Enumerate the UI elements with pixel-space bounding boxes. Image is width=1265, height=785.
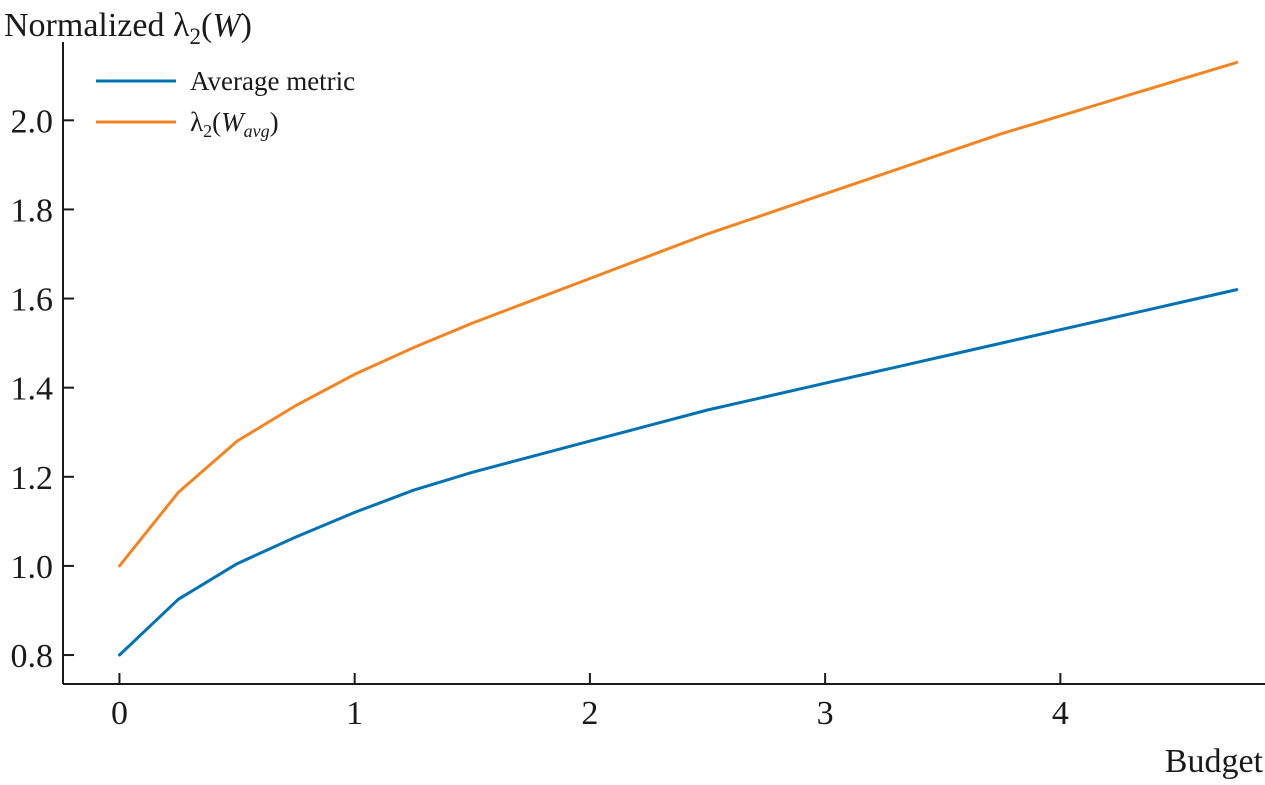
series-group <box>118 60 1239 657</box>
y-tick-label: 1.8 <box>11 192 54 229</box>
y-axis-label-variable: W <box>212 7 243 44</box>
y-tick-label: 1.2 <box>11 460 54 497</box>
y-tick-label: 1.4 <box>11 371 54 408</box>
x-tick-label: 0 <box>111 695 128 732</box>
legend-label-close-paren: ) <box>270 107 279 137</box>
y-axis-label-subscript: 2 <box>190 24 202 49</box>
legend-label-lambda2-wavg: λ2(Wavg) <box>190 107 279 141</box>
series-line-lambda2-wavg <box>118 60 1239 568</box>
y-tick-label: 1.6 <box>11 282 54 319</box>
legend: Average metric λ2(Wavg) <box>96 66 355 141</box>
y-tick-label: 2.0 <box>11 103 54 140</box>
x-tick-label: 4 <box>1052 695 1069 732</box>
legend-label-average-metric: Average metric <box>190 66 355 96</box>
y-axis-label: Normalized λ2(W) <box>4 7 252 49</box>
x-axis-label: Budget <box>1165 743 1264 780</box>
y-tick-label: 0.8 <box>11 638 54 675</box>
legend-label-open-paren: ( <box>212 107 221 137</box>
y-ticks: 0.8 1.0 1.2 1.4 1.6 1.8 2.0 <box>11 103 74 675</box>
legend-label-subscript: 2 <box>203 121 212 141</box>
series-line-average-metric <box>118 288 1239 657</box>
x-tick-label: 3 <box>817 695 834 732</box>
x-tick-label: 2 <box>581 695 598 732</box>
y-axis-label-close-paren: ) <box>241 7 252 44</box>
y-axis-label-symbol: λ <box>173 7 190 44</box>
x-tick-label: 1 <box>346 695 363 732</box>
legend-label-symbol: λ <box>190 107 203 137</box>
y-axis-label-open-paren: ( <box>201 7 212 44</box>
y-axis-label-prefix: Normalized <box>4 7 173 44</box>
legend-label-variable-subscript: avg <box>244 121 270 141</box>
x-ticks: 0 1 2 3 4 <box>111 673 1069 732</box>
legend-label-variable: W <box>221 107 246 137</box>
y-tick-label: 1.0 <box>11 549 54 586</box>
